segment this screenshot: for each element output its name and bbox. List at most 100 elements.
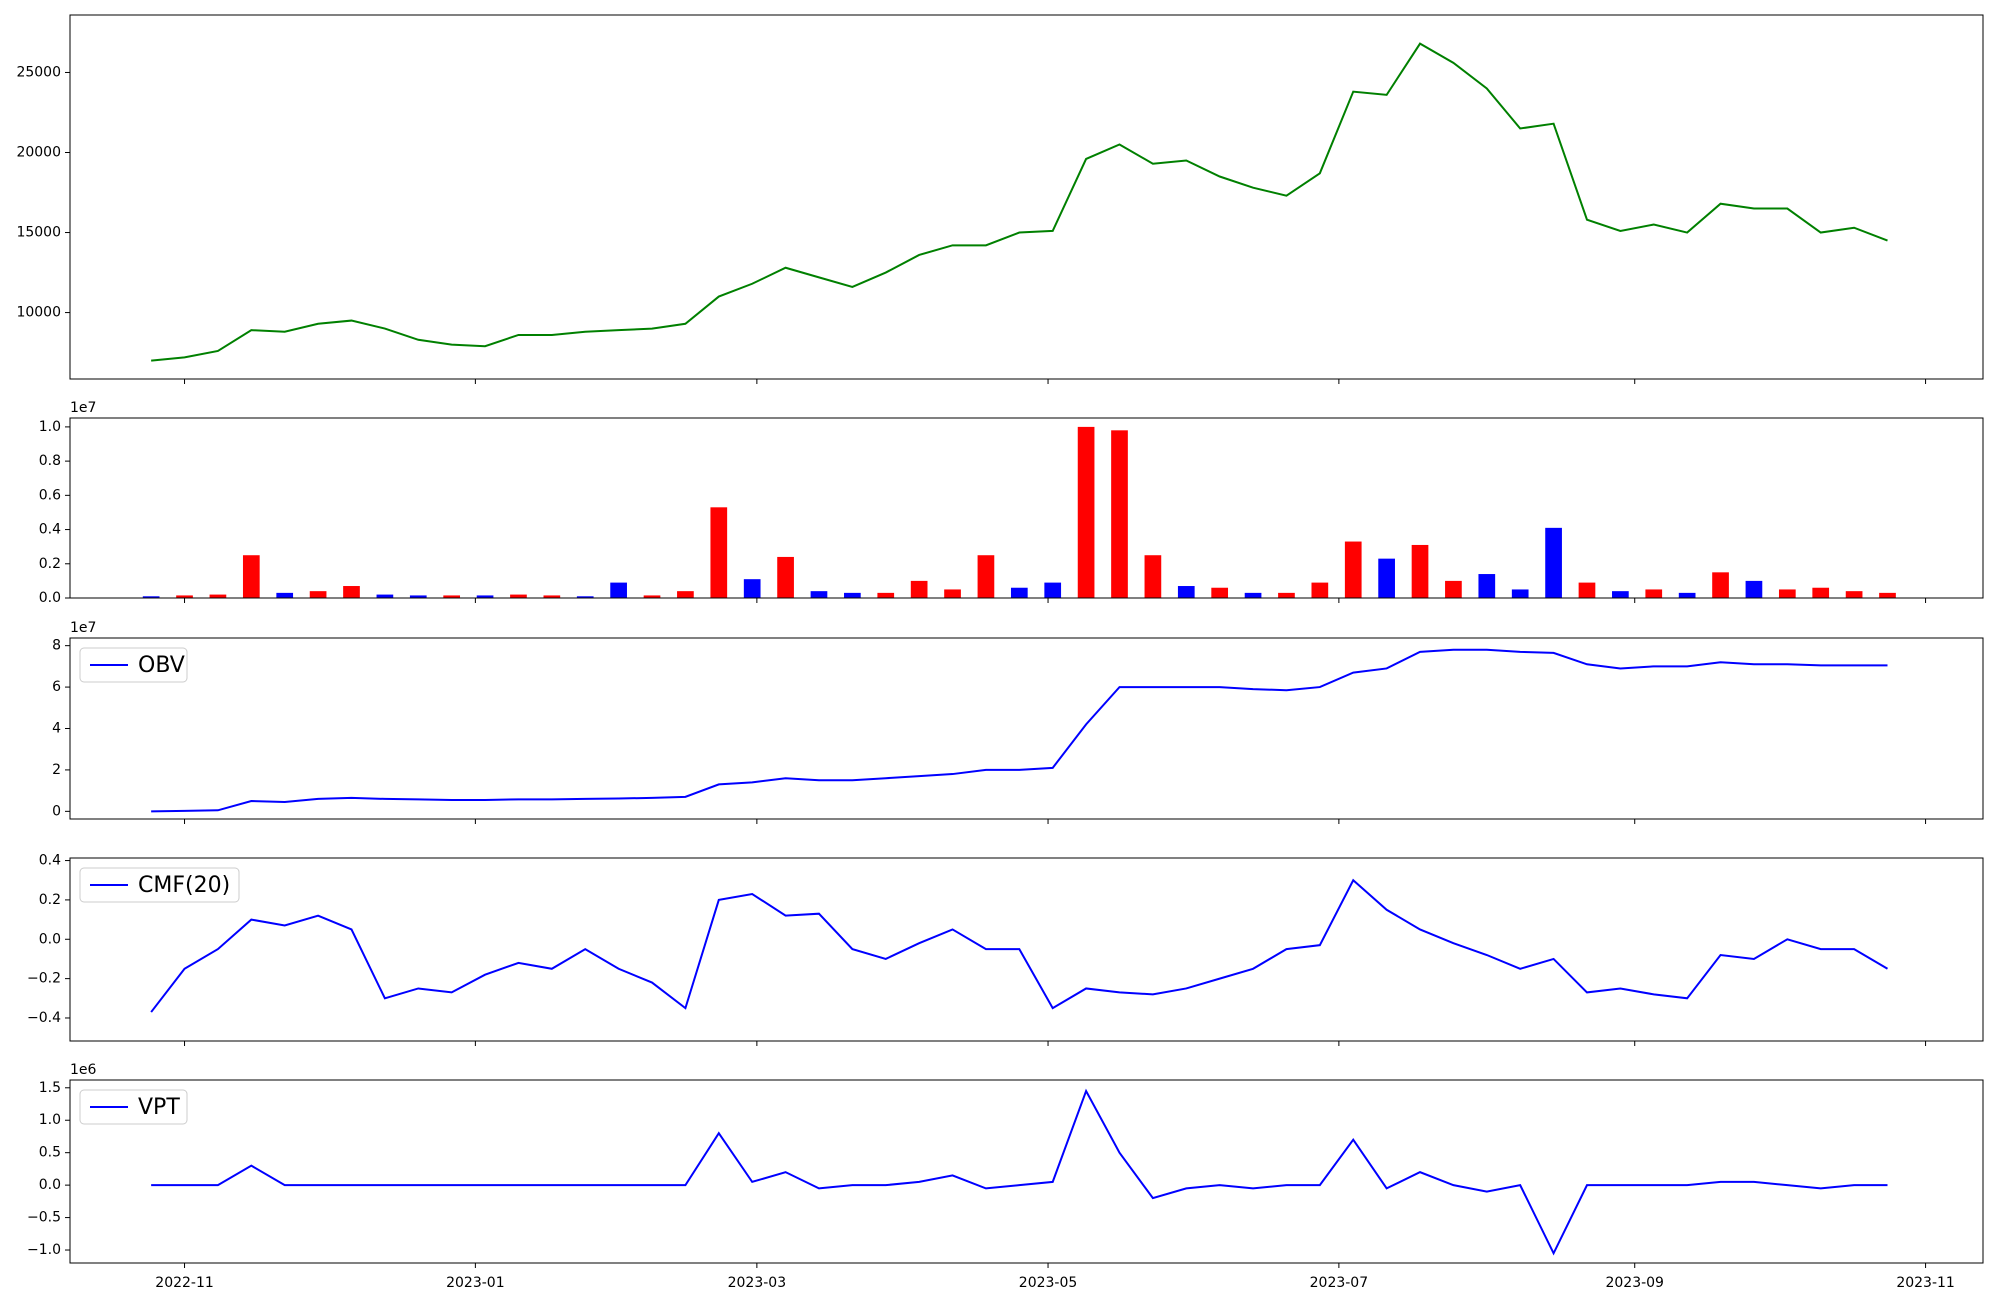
- y-tick-label: 0.2: [39, 892, 61, 908]
- y-tick-label: 15000: [16, 225, 61, 241]
- bar: [910, 580, 928, 598]
- axes-frame: [69, 417, 1984, 599]
- bar: [1578, 582, 1596, 598]
- x-tick-label: 2023-11: [1896, 1275, 1955, 1291]
- bar: [176, 595, 193, 598]
- axes-frame: [69, 1079, 1984, 1264]
- bar: [476, 595, 494, 598]
- bar: [1177, 586, 1195, 598]
- bar: [510, 594, 527, 598]
- legend-box: [79, 647, 188, 683]
- bar: [409, 595, 427, 598]
- bar: [1778, 589, 1796, 598]
- bar: [209, 594, 227, 598]
- y-tick-label: 10000: [16, 305, 61, 321]
- bar: [276, 592, 294, 598]
- axes-frame: [69, 857, 1984, 1042]
- bar: [977, 555, 995, 598]
- bar: [944, 589, 961, 598]
- bar: [877, 592, 895, 598]
- legend-label: CMF(20): [138, 873, 230, 898]
- y-tick-label: 0.2: [39, 556, 61, 572]
- bar: [1445, 580, 1462, 598]
- y-tick-label: 4: [52, 721, 61, 737]
- bar: [777, 556, 794, 598]
- bar: [610, 582, 627, 598]
- y-tick-label: 25000: [16, 64, 61, 80]
- x-tick-label: 2023-03: [728, 1275, 787, 1291]
- line-series: [151, 1088, 1888, 1256]
- legend-box: [79, 867, 240, 903]
- bar: [1010, 587, 1028, 598]
- x-tick-label: 2022-11: [155, 1275, 214, 1291]
- y-tick-label: 6: [52, 679, 61, 695]
- x-tick-label: 2023-09: [1605, 1275, 1664, 1291]
- line-series: [151, 648, 1888, 813]
- bar: [1612, 591, 1629, 598]
- bar: [1211, 587, 1229, 598]
- bar: [1478, 574, 1496, 598]
- offset-label: 1e7: [70, 400, 96, 416]
- x-tick-label: 2023-07: [1310, 1275, 1369, 1291]
- axes-frame: [69, 14, 1984, 380]
- bar: [1411, 544, 1429, 598]
- bar: [677, 591, 694, 598]
- bar: [543, 595, 561, 598]
- bar: [1745, 580, 1763, 598]
- y-tick-label: 0.8: [39, 453, 61, 469]
- bar: [1344, 541, 1362, 598]
- bar: [643, 595, 661, 598]
- bar: [1311, 582, 1329, 598]
- offset-label: 1e7: [70, 620, 96, 636]
- bar: [743, 579, 761, 598]
- y-tick-label: 0: [52, 803, 61, 819]
- legend-label: OBV: [138, 653, 185, 678]
- offset-label: 1e6: [70, 1062, 97, 1078]
- line-series: [151, 42, 1888, 362]
- bar: [1144, 555, 1162, 598]
- y-tick-label: 1.0: [39, 1112, 61, 1128]
- legend-box: [79, 1089, 188, 1125]
- bar: [443, 595, 461, 598]
- bar: [309, 591, 327, 598]
- bar: [844, 592, 861, 598]
- x-tick-label: 2023-05: [1019, 1275, 1078, 1291]
- y-tick-label: 8: [52, 638, 61, 654]
- y-tick-label: 0.0: [39, 1177, 61, 1193]
- bar: [1244, 592, 1262, 598]
- bar: [1077, 426, 1095, 598]
- bar: [1545, 527, 1562, 598]
- legend-label: VPT: [138, 1095, 180, 1120]
- bar: [1712, 572, 1729, 598]
- y-tick-label: 0.5: [39, 1145, 61, 1161]
- line-series: [150, 878, 1889, 1013]
- bar: [1278, 592, 1295, 598]
- y-tick-label: 0.4: [39, 522, 61, 538]
- y-tick-label: 2: [52, 762, 61, 778]
- bar: [1645, 589, 1663, 598]
- bar: [810, 591, 828, 598]
- bar: [1678, 592, 1696, 598]
- x-tick-label: 2023-01: [446, 1275, 505, 1291]
- y-tick-label: −0.2: [27, 971, 61, 987]
- bar: [576, 596, 594, 598]
- y-tick-label: −0.4: [27, 1010, 61, 1026]
- bar: [1378, 558, 1395, 598]
- y-tick-label: 0.0: [39, 931, 61, 947]
- y-tick-label: 1.0: [39, 419, 61, 435]
- y-tick-label: 20000: [16, 145, 61, 161]
- y-tick-label: 0.4: [39, 853, 61, 869]
- bar: [343, 586, 360, 598]
- bar: [1812, 587, 1830, 598]
- bar: [1111, 430, 1128, 598]
- bar: [376, 594, 394, 598]
- bar: [242, 555, 260, 598]
- y-tick-label: −0.5: [27, 1210, 61, 1226]
- bar: [710, 507, 728, 598]
- axes-frame: [69, 637, 1984, 820]
- bar: [1879, 592, 1896, 598]
- y-tick-label: −1.0: [27, 1242, 61, 1258]
- bar: [1845, 591, 1863, 598]
- bar: [1511, 589, 1529, 598]
